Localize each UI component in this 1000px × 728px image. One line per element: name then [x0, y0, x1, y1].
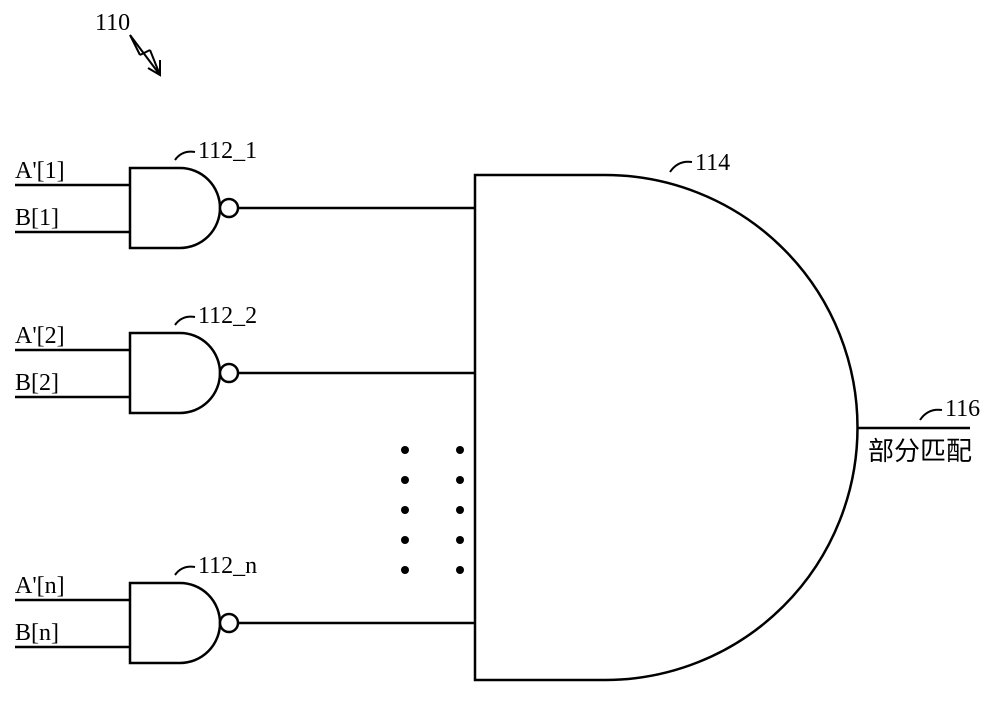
- nand1-input-b-label: B[1]: [15, 205, 59, 231]
- figure-ref-arrow: [130, 35, 160, 75]
- and-ref-leader: [670, 162, 692, 172]
- output-ref-leader: [920, 410, 942, 420]
- nandn-input-a-label: A'[n]: [15, 573, 65, 599]
- figure-ref-label: 110: [95, 10, 130, 36]
- nand2-input-b-label: B[2]: [15, 370, 59, 396]
- and-gate-body: [475, 175, 858, 680]
- output-label: 部分匹配: [868, 437, 972, 466]
- nand1-input-a-label: A'[1]: [15, 158, 65, 184]
- nandn-body: [130, 583, 220, 663]
- nand2-ref-leader: [175, 317, 195, 325]
- nand1-body: [130, 168, 220, 248]
- output-ref-label: 116: [945, 396, 980, 422]
- nandn-ref-leader: [175, 567, 195, 575]
- and-gate: 114: [475, 150, 858, 680]
- nand2-ref-label: 112_2: [198, 303, 257, 329]
- nandn-bubble: [220, 614, 238, 632]
- nand1-ref-leader: [175, 152, 195, 160]
- nand-gate-2: A'[2] B[2] 112_2: [15, 303, 475, 413]
- nand1-bubble: [220, 199, 238, 217]
- nandn-input-b-label: B[n]: [15, 620, 59, 646]
- nandn-ref-label: 112_n: [198, 553, 257, 579]
- output: 116 部分匹配: [857, 396, 980, 466]
- ellipsis-dots: [401, 446, 464, 574]
- nand2-bubble: [220, 364, 238, 382]
- nand2-input-a-label: A'[2]: [15, 323, 65, 349]
- logic-diagram: 110 A'[1] B[1] 112_1 A'[2] B[2] 112_2: [0, 0, 1000, 728]
- nand-gate-1: A'[1] B[1] 112_1: [15, 138, 475, 248]
- and-ref-label: 114: [695, 150, 730, 176]
- nand2-body: [130, 333, 220, 413]
- nand1-ref-label: 112_1: [198, 138, 257, 164]
